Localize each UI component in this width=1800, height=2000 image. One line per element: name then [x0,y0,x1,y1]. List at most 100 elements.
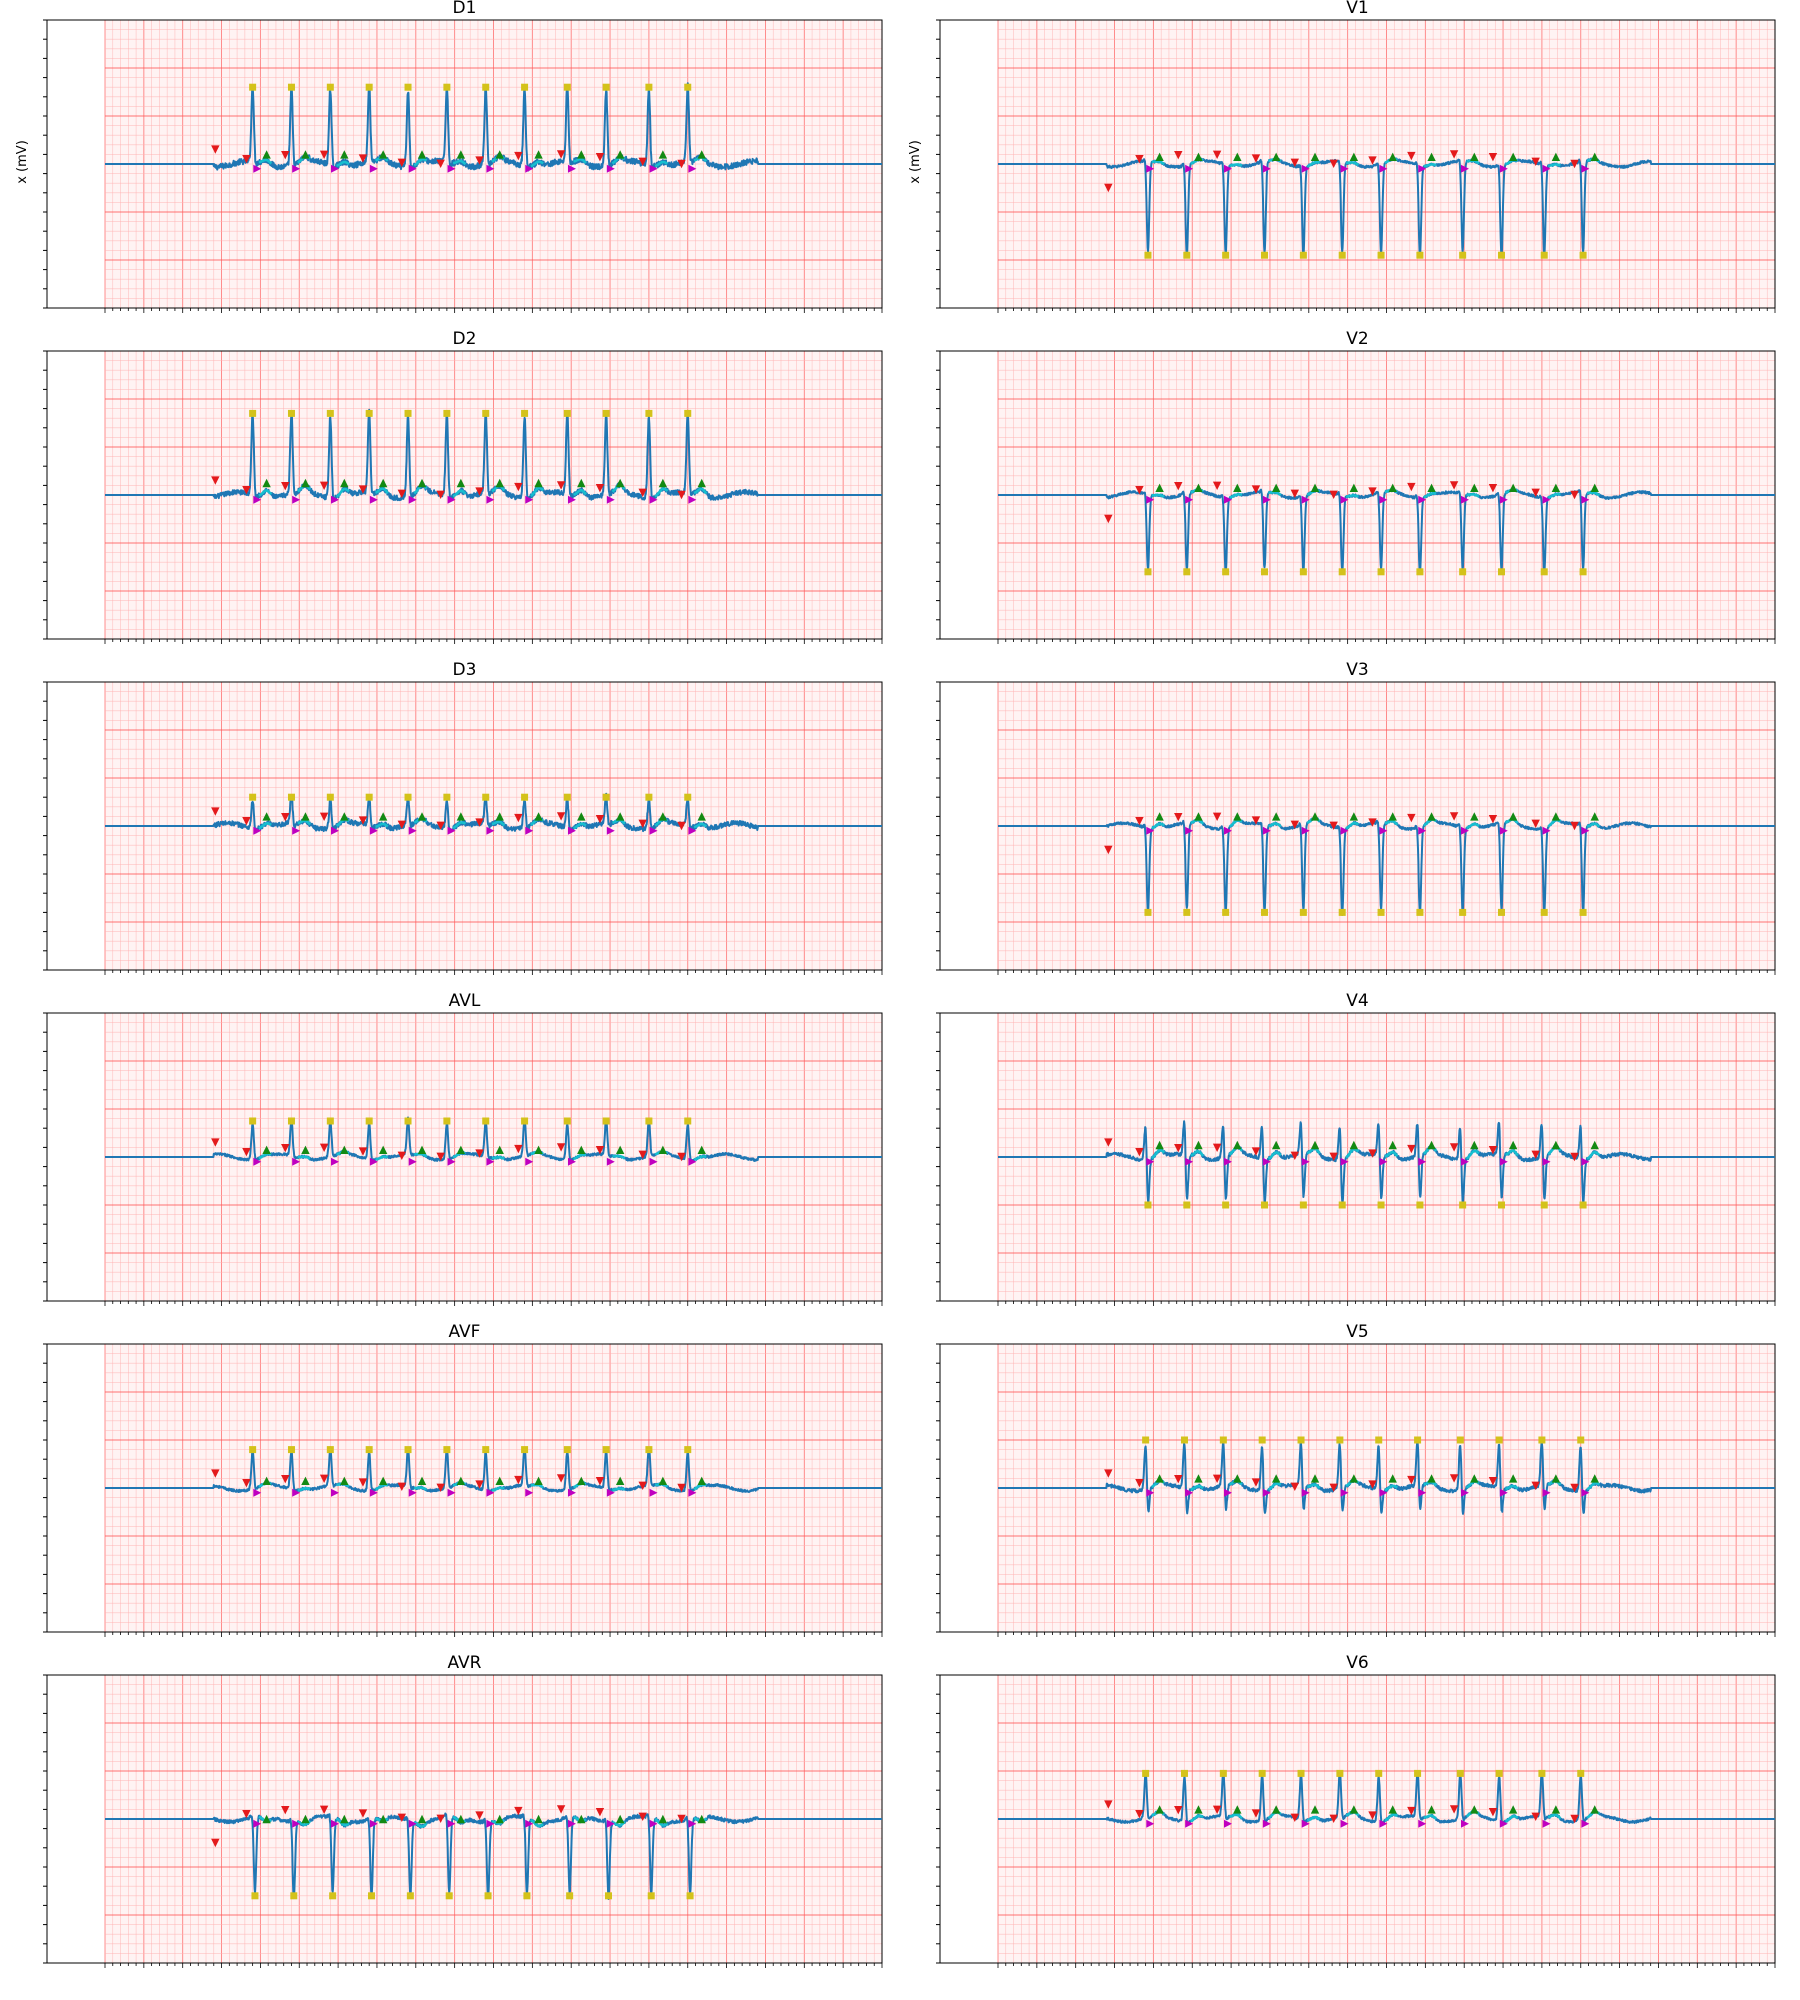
marker-wave [534,1476,543,1485]
marker-peak [287,1446,295,1454]
segment-highlight [452,159,467,166]
marker-offset [1418,495,1427,504]
marker-wave [1155,1474,1164,1483]
marker-offset [525,495,534,504]
marker-wave [577,478,586,488]
segment-highlight [1267,1151,1282,1160]
segment-highlight [1151,822,1165,830]
marker-onset [1488,1146,1498,1155]
marker-peak [1377,908,1385,916]
marker-offset [1379,1488,1388,1497]
marker-offset [408,164,417,173]
marker-offset [253,1488,262,1497]
marker-offset [688,1157,697,1166]
ecg-signal [104,408,883,503]
marker-offset [1542,1157,1551,1166]
marker-wave [417,478,427,488]
segment-highlight [1384,1484,1398,1492]
panel-title: V4 [1346,991,1368,1011]
marker-onset [358,485,368,494]
marker-onset [514,813,523,823]
marker-wave [658,812,668,821]
marker-wave [1349,812,1359,821]
segment-highlight [258,489,273,497]
marker-onset [1329,490,1338,500]
marker-onset [556,481,566,490]
marker-offset [1223,1157,1232,1166]
marker-peak [1416,908,1424,916]
segment-highlight [1229,1813,1243,1820]
segment-highlight [1466,493,1480,498]
marker-peak [1336,1769,1344,1777]
segment-highlight [1151,160,1165,166]
marker-offset [525,826,534,835]
marker-peak [404,1446,412,1454]
marker-peak [1459,568,1467,576]
marker-onset [397,820,407,830]
marker-wave [1233,1140,1242,1150]
marker-peak [365,1446,373,1454]
marker-onset [1531,1481,1540,1491]
marker-wave [378,1814,388,1824]
marker-peak [563,83,571,91]
marker-wave [340,478,349,488]
marker-offset [408,1488,417,1497]
marker-peak [1579,1201,1587,1209]
marker-wave [1470,483,1479,492]
marker-onset [358,1809,368,1818]
marker-wave [1194,1474,1203,1483]
marker-wave [1271,1474,1281,1483]
marker-wave [1427,812,1436,821]
marker-peak [647,1892,655,1900]
segment-highlight [1306,1815,1321,1822]
panel-title: V6 [1346,1653,1368,1673]
marker-onset [211,476,220,485]
marker-offset [1262,1488,1271,1497]
marker-peak [1579,908,1587,916]
y-axis-label: x (mV) [15,140,30,184]
marker-wave [697,1476,706,1485]
segment-highlight [491,1156,505,1160]
marker-peak [1579,251,1587,259]
marker-wave [615,150,625,159]
marker-wave [340,150,349,159]
marker-wave [456,1145,466,1154]
marker-offset [447,495,456,504]
marker-offset [567,826,576,835]
marker-peak [1261,568,1269,576]
marker-offset [1340,1157,1349,1166]
marker-onset [211,145,220,154]
marker-offset [330,164,339,173]
marker-peak [1222,251,1230,259]
segment-highlight [335,487,350,498]
marker-wave [262,1476,271,1485]
panel-title: AVR [448,1653,482,1673]
segment-highlight [1384,1150,1399,1158]
marker-onset [1135,817,1144,826]
marker-offset [447,164,456,173]
marker-onset [677,1483,686,1493]
segment-highlight [1306,160,1320,168]
marker-wave [1349,1474,1359,1483]
marker-wave [1508,152,1518,161]
marker-peak [1258,1769,1266,1777]
marker-onset [1174,1474,1183,1484]
marker-offset [1340,495,1349,504]
marker-onset [638,488,647,498]
marker-onset [319,1474,329,1484]
marker-onset [281,1474,290,1484]
segment-highlight [1505,1484,1519,1491]
marker-wave [1271,1140,1281,1150]
marker-offset [1146,826,1155,835]
marker-peak [443,1446,451,1454]
marker-peak [443,83,451,91]
segment-highlight [1423,163,1437,168]
marker-offset [1340,1488,1349,1497]
marker-onset [1135,1810,1144,1819]
segment-highlight [1229,492,1243,499]
marker-offset [1460,164,1469,173]
marker-offset [1301,1488,1310,1497]
marker-onset [242,1148,251,1157]
marker-onset [1407,151,1416,161]
